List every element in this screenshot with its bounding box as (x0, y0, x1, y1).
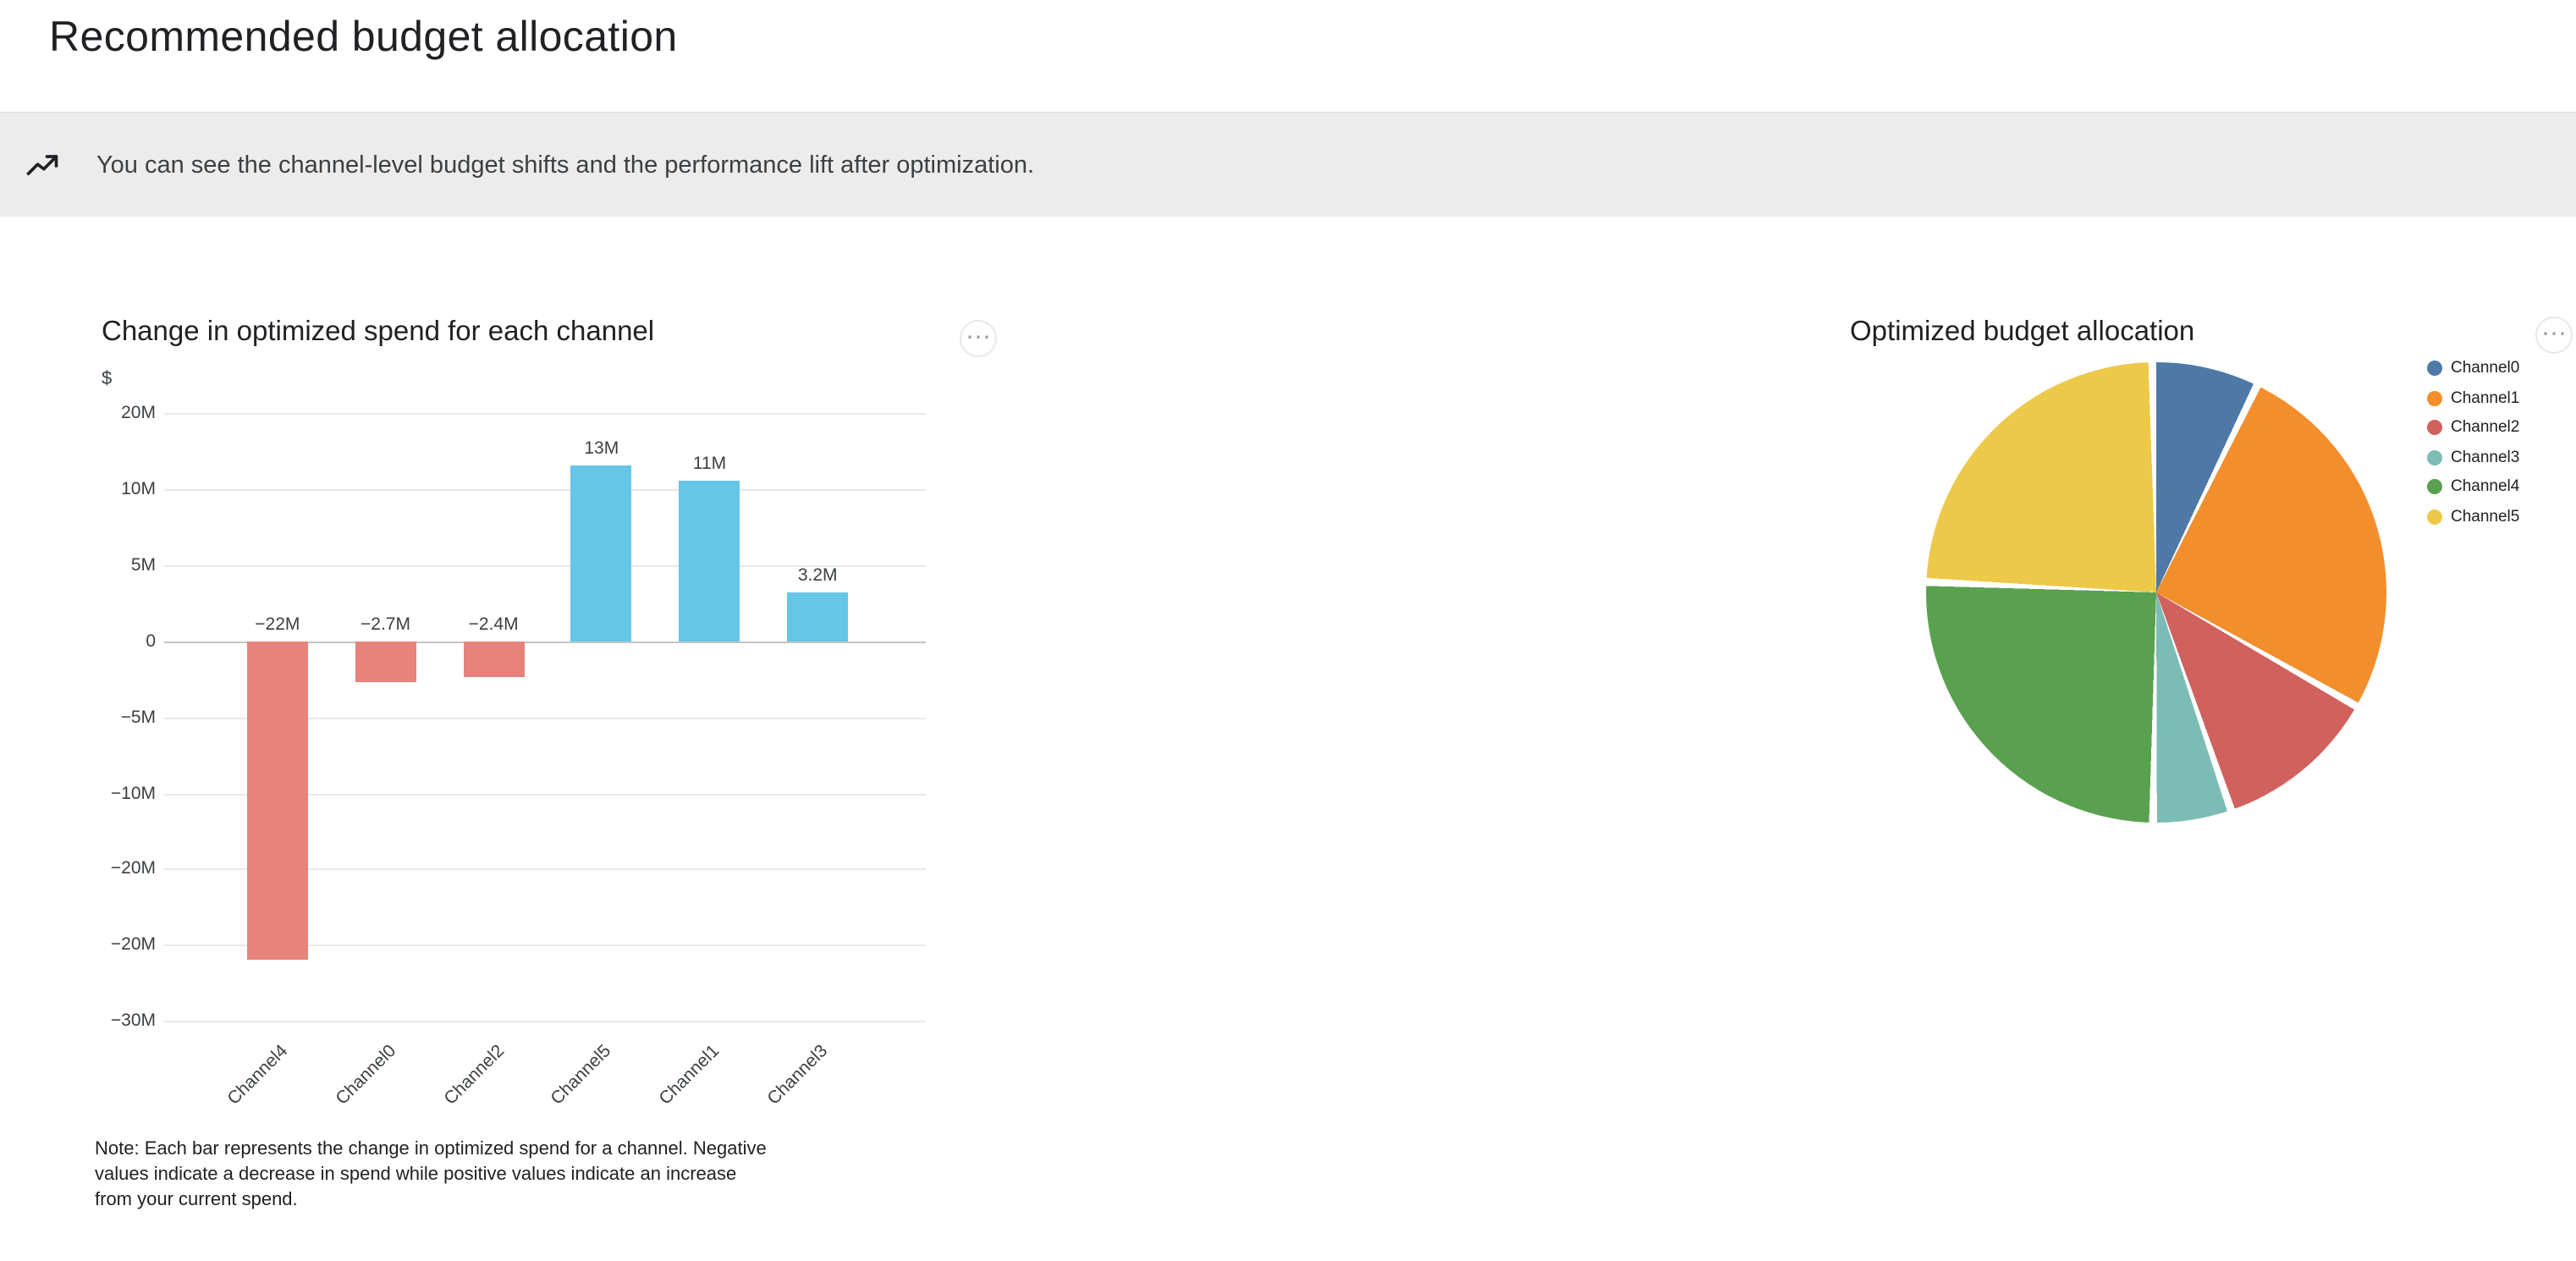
legend-item-channel0: Channel0 (2427, 359, 2519, 377)
x-tick-label: Channel2 (439, 1041, 509, 1110)
page: Recommended budget allocation You can se… (0, 14, 2576, 1210)
bar-chart-more-menu-icon[interactable]: ⋯ (960, 320, 997, 357)
gridline (164, 641, 926, 643)
y-tick-label: 0 (146, 630, 156, 652)
bar-value-label: 13M (584, 438, 619, 460)
gridline (164, 868, 926, 871)
y-tick-label: −10M (110, 783, 156, 803)
legend-label: Channel3 (2451, 448, 2520, 466)
gridline (164, 488, 926, 491)
legend-item-channel2: Channel2 (2427, 418, 2519, 437)
gridline (164, 944, 926, 947)
legend-label: Channel1 (2451, 388, 2520, 407)
y-tick-label: 10M (121, 478, 156, 499)
gridline (164, 413, 926, 415)
y-tick-label: −20M (110, 934, 156, 955)
page-title: Recommended budget allocation (49, 14, 678, 61)
bar-channel4 (246, 641, 308, 961)
legend-label: Channel5 (2451, 507, 2520, 526)
legend-label: Channel0 (2451, 359, 2520, 377)
gridline (164, 564, 926, 567)
pie-legend: Channel0 Channel1 Channel2 Channel3 Channel4… (2427, 359, 2519, 526)
bar-chart-title: Change in optimized spend for each chann… (102, 317, 655, 347)
bar-chart-plot: 20M 10M 5M 0 −5M −10M −20M −20M −30M −22M Channel4… (93, 313, 1016, 1159)
legend-item-channel3: Channel3 (2427, 448, 2519, 466)
bar-value-label: 11M (692, 454, 727, 475)
legend-swatch-icon (2427, 479, 2442, 494)
bar-channel2 (463, 641, 525, 678)
bar-value-label: 3.2M (797, 564, 838, 586)
y-tick-label: −5M (120, 707, 156, 728)
bar-value-label: −2.7M (361, 614, 410, 635)
legend-label: Channel4 (2451, 477, 2520, 496)
x-tick-label: Channel3 (763, 1041, 833, 1110)
legend-swatch-icon (2427, 361, 2442, 376)
banner-text: You can see the channel-level budget shi… (96, 151, 1035, 179)
legend-swatch-icon (2427, 449, 2442, 465)
bar-value-label: −22M (255, 614, 300, 635)
pie-chart-card: Optimized budget allocation ⋯ Channel0 Ch… (1850, 313, 2576, 880)
x-tick-label: Channel1 (655, 1041, 724, 1110)
gridline (164, 793, 926, 795)
pie-chart-more-menu-icon[interactable]: ⋯ (2535, 317, 2573, 354)
bar-chart-note: Note: Each bar represents the change in … (95, 1139, 767, 1210)
insights-icon (22, 145, 63, 185)
legend-item-channel5: Channel5 (2427, 507, 2519, 526)
pie-chart-title: Optimized budget allocation (1850, 317, 2195, 347)
info-banner: You can see the channel-level budget shi… (0, 112, 2576, 217)
y-tick-label: −30M (110, 1010, 156, 1032)
gridline (164, 717, 926, 719)
bar-value-label: −2.4M (468, 614, 519, 635)
bar-chart-card: Change in optimized spend for each chann… (93, 313, 1016, 1261)
y-axis-unit-label: $ (102, 369, 113, 389)
legend-swatch-icon (2427, 390, 2442, 405)
legend-label: Channel2 (2451, 418, 2520, 437)
bar-channel0 (355, 641, 416, 682)
x-tick-label: Channel5 (548, 1041, 616, 1110)
y-tick-label: 5M (130, 554, 156, 575)
bar-channel5 (570, 465, 632, 642)
bar-channel1 (679, 481, 740, 642)
y-tick-label: −20M (110, 858, 156, 879)
x-tick-label: Channel0 (331, 1041, 400, 1110)
legend-item-channel4: Channel4 (2427, 477, 2519, 496)
bar-channel3 (787, 592, 849, 642)
legend-swatch-icon (2427, 509, 2442, 524)
legend-item-channel1: Channel1 (2427, 388, 2519, 407)
gridline (164, 1021, 926, 1023)
legend-swatch-icon (2427, 420, 2442, 435)
y-tick-label: 20M (121, 403, 156, 423)
x-tick-label: Channel4 (223, 1041, 292, 1110)
pie-chart (1926, 362, 2386, 823)
